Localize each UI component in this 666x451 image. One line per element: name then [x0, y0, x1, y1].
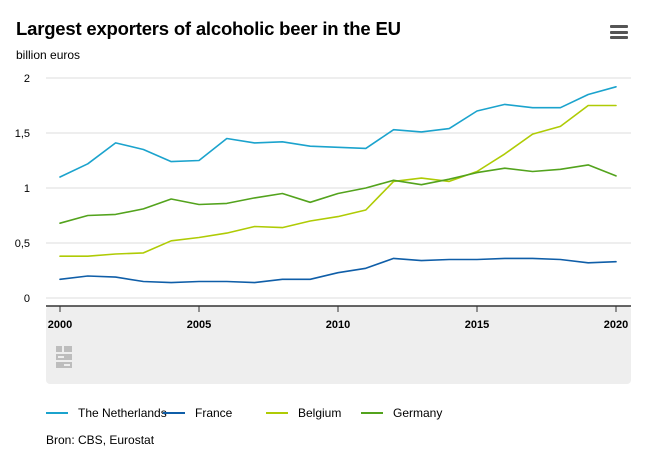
x-tick-label: 2005: [187, 319, 211, 331]
legend-swatch: [46, 412, 68, 414]
legend-label: France: [195, 406, 233, 420]
y-tick-label: 0,5: [15, 238, 30, 250]
series-line-france[interactable]: [59, 257, 617, 284]
chart-title: Largest exporters of alcoholic beer in t…: [16, 18, 401, 39]
legend-item-belgium[interactable]: Belgium: [266, 406, 341, 420]
legend-item-germany[interactable]: Germany: [361, 406, 442, 420]
legend-swatch: [361, 412, 383, 414]
legend-label: Germany: [393, 406, 443, 420]
series-line-belgium[interactable]: [59, 104, 617, 258]
x-tick-label: 2015: [465, 319, 489, 331]
x-tick-label: 2020: [604, 319, 628, 331]
x-tick-label: 2000: [48, 319, 72, 331]
legend-label: The Netherlands: [78, 406, 167, 420]
line-chart: 0 0,5 1 1,5 2 2000 2005 2010 2015 2020: [15, 73, 631, 384]
chart-footer-band: [46, 306, 631, 384]
legend-label: Belgium: [298, 406, 342, 420]
series-line-netherlands[interactable]: [59, 86, 617, 178]
x-tick-label: 2010: [326, 319, 350, 331]
cbs-logo-icon: [56, 346, 72, 368]
y-tick-label: 2: [24, 73, 30, 85]
legend-swatch: [266, 412, 288, 414]
y-tick-label: 0: [24, 293, 30, 305]
hamburger-menu-icon[interactable]: [610, 25, 628, 41]
legend-item-netherlands[interactable]: The Netherlands: [46, 406, 167, 420]
legend-swatch: [163, 412, 185, 414]
legend-item-france[interactable]: France: [163, 406, 232, 420]
series-line-germany[interactable]: [59, 164, 617, 224]
y-tick-label: 1: [24, 183, 30, 195]
legend: The Netherlands France Belgium Germany: [0, 406, 666, 424]
source-note: Bron: CBS, Eurostat: [46, 433, 155, 447]
unit-label: billion euros: [16, 48, 81, 62]
y-tick-label: 1,5: [15, 128, 30, 140]
